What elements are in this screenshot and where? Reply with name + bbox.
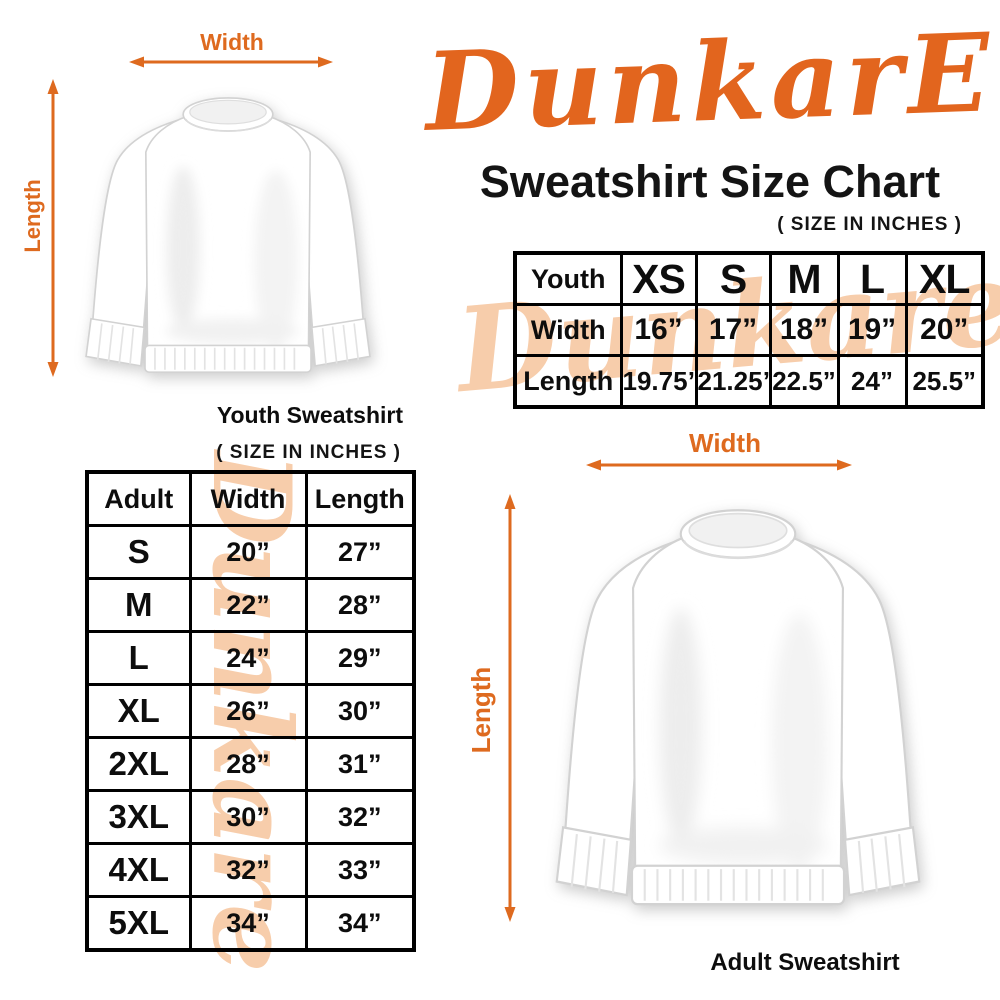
table-cell: 2XL <box>85 736 192 792</box>
youth-sweatshirt-image <box>62 72 394 402</box>
table-cell: 29” <box>304 630 416 686</box>
table-cell: 34” <box>188 895 308 952</box>
table-row: Width 16” 17” 18” 19” 20” <box>513 303 985 357</box>
table-header-cell: M <box>768 251 840 306</box>
table-header-cell: XS <box>619 251 698 306</box>
brand-header: DunkarE Sweatshirt Size Chart ( SIZE IN … <box>423 10 997 245</box>
table-cell: 30” <box>304 683 416 739</box>
youth-size-table: Youth XS S M L XL Width 16” 17” 18” 19” … <box>513 251 985 409</box>
table-header-cell: XL <box>904 251 985 306</box>
length-arrow-icon <box>504 494 516 922</box>
youth-sweatshirt-caption: Youth Sweatshirt <box>216 402 403 428</box>
table-cell: 20” <box>904 303 985 357</box>
table-row: XL 26” 30” <box>85 683 416 739</box>
table-cell: 20” <box>188 524 308 580</box>
table-row: Youth XS S M L XL <box>513 251 985 306</box>
table-row: Adult Width Length <box>85 470 416 527</box>
table-cell: 5XL <box>85 895 192 952</box>
table-cell: S <box>85 524 192 580</box>
table-cell: L <box>85 630 192 686</box>
table-row: L 24” 29” <box>85 630 416 686</box>
table-row: M 22” 28” <box>85 577 416 633</box>
table-cell: Length <box>513 354 623 409</box>
table-cell: 34” <box>304 895 416 952</box>
table-cell: 17” <box>694 303 772 357</box>
length-label: Length <box>20 179 45 253</box>
table-cell: 4XL <box>85 842 192 898</box>
table-header-cell: Width <box>188 470 308 527</box>
table-cell: 31” <box>304 736 416 792</box>
width-arrow-icon <box>586 459 852 471</box>
table-cell: 33” <box>304 842 416 898</box>
chart-title: Sweatshirt Size Chart <box>479 156 941 207</box>
width-label: Width <box>200 29 264 55</box>
table-cell: 19” <box>836 303 908 357</box>
size-units-note: ( SIZE IN INCHES ) <box>216 442 401 463</box>
table-cell: 24” <box>188 630 308 686</box>
table-cell: 32” <box>304 789 416 845</box>
table-row: 3XL 30” 32” <box>85 789 416 845</box>
width-label: Width <box>689 428 761 458</box>
table-header-cell: Length <box>304 470 416 527</box>
table-cell: Width <box>513 303 623 357</box>
table-cell: 21.25” <box>694 354 772 409</box>
table-cell: XL <box>85 683 192 739</box>
table-cell: 3XL <box>85 789 192 845</box>
size-units-note: ( SIZE IN INCHES ) <box>777 214 962 235</box>
table-cell: 24” <box>836 354 908 409</box>
table-header-cell: S <box>694 251 772 306</box>
adult-sweatshirt-section: Width Length Adult Sweatshirt <box>440 425 995 985</box>
table-row: Length 19.75” 21.25” 22.5” 24” 25.5” <box>513 354 985 409</box>
table-row: S 20” 27” <box>85 524 416 580</box>
adult-sweatshirt-image <box>526 473 950 947</box>
table-header-cell: Adult <box>85 470 192 527</box>
table-cell: 25.5” <box>904 354 985 409</box>
table-cell: 18” <box>768 303 840 357</box>
table-header-cell: L <box>836 251 908 306</box>
table-cell: 32” <box>188 842 308 898</box>
length-label: Length <box>466 666 496 754</box>
table-row: 4XL 32” 33” <box>85 842 416 898</box>
table-cell: 26” <box>188 683 308 739</box>
table-cell: 27” <box>304 524 416 580</box>
table-cell: 16” <box>619 303 698 357</box>
adult-sweatshirt-caption: Adult Sweatshirt <box>710 949 900 976</box>
brand-logo: DunkarE <box>423 10 997 156</box>
length-arrow-icon <box>47 79 59 377</box>
table-cell: 28” <box>304 577 416 633</box>
table-header-cell: Youth <box>513 251 623 306</box>
width-arrow-icon <box>129 56 333 68</box>
table-row: 5XL 34” 34” <box>85 895 416 952</box>
table-cell: 30” <box>188 789 308 845</box>
adult-size-table: Adult Width Length S 20” 27” M 22” 28” L… <box>85 470 416 952</box>
table-cell: 19.75” <box>619 354 698 409</box>
youth-sweatshirt-section: Width Length Youth Sweatshirt <box>10 10 430 435</box>
table-cell: 28” <box>188 736 308 792</box>
table-cell: M <box>85 577 192 633</box>
table-cell: 22” <box>188 577 308 633</box>
table-row: 2XL 28” 31” <box>85 736 416 792</box>
table-cell: 22.5” <box>768 354 840 409</box>
